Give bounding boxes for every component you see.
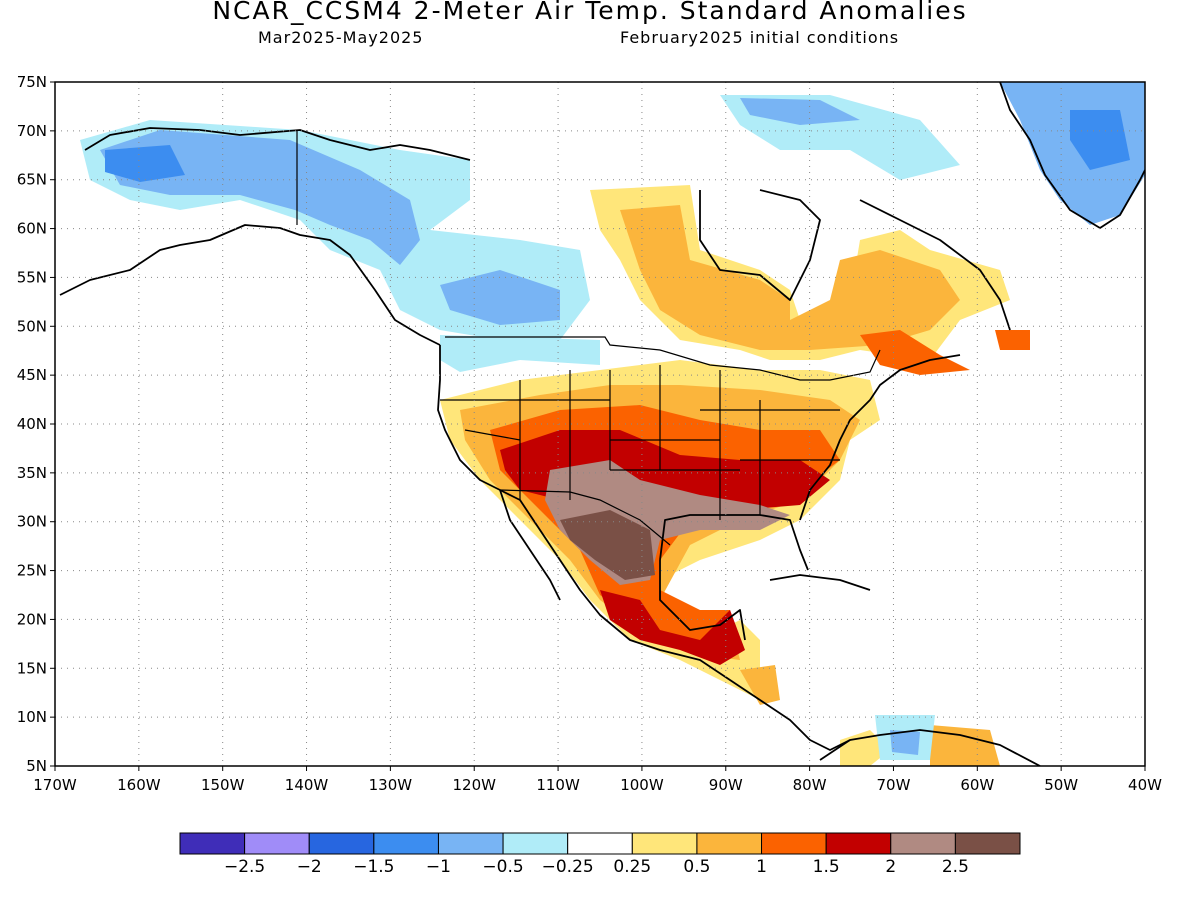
colorbar-label: −2.5 [224, 857, 265, 877]
lon-label: 120W [452, 776, 496, 794]
longitude-labels: 170W 160W 150W 140W 130W 120W 110W 100W 90W 80W 70… [33, 766, 1162, 794]
cool-anomaly-alaska-core [100, 130, 420, 265]
lat-label: 60N [17, 220, 47, 238]
anomaly-shading [80, 82, 1145, 766]
coastline-gulf [659, 514, 809, 571]
colorbar-swatch [179, 832, 246, 855]
colorbar-label: −0.5 [482, 857, 523, 877]
lat-label: 35N [17, 464, 47, 482]
colorbar-label: 2.5 [942, 857, 969, 877]
coastline-baja [499, 489, 561, 601]
lon-label: 160W [117, 776, 161, 794]
lon-label: 80W [793, 776, 827, 794]
cool-anomaly-greenland-core [1070, 110, 1130, 170]
colorbar-swatch [502, 832, 569, 855]
latitude-labels: 75N 70N 65N 60N 55N 50N 45N 40N 35N 30N 25N 20N 15N 1… [17, 73, 55, 775]
lon-label: 130W [369, 776, 413, 794]
colorbar-swatch [825, 832, 892, 855]
warm-anomaly-central-america [740, 665, 780, 705]
lon-label: 100W [620, 776, 664, 794]
lat-label: 15N [17, 659, 47, 677]
colorbar-swatch [308, 832, 375, 855]
lon-label: 90W [709, 776, 743, 794]
colorbar-label: −1 [426, 857, 451, 877]
colorbar-label: −1.5 [353, 857, 394, 877]
colorbar-swatch [890, 832, 956, 855]
lon-label: 60W [960, 776, 994, 794]
lon-label: 140W [285, 776, 329, 794]
coastline-south-america [819, 729, 1041, 766]
colorbar-label: 1 [756, 857, 767, 877]
lat-label: 20N [17, 610, 47, 628]
coastlines [59, 82, 1145, 766]
colorbar-label: 0.5 [683, 857, 710, 877]
colorbar-label: −0.25 [542, 857, 594, 877]
coastline-west-us [437, 345, 851, 751]
lat-lon-grid [55, 82, 1145, 766]
lat-label: 30N [17, 513, 47, 531]
colorbar [179, 832, 1021, 855]
colorbar-label: 0.25 [613, 857, 651, 877]
colorbar-swatch [954, 832, 1021, 855]
coastline-east-us [799, 354, 961, 521]
colorbar-swatch [244, 832, 310, 855]
warm-anomaly-guyana [930, 725, 1000, 766]
cool-anomaly-bc [440, 270, 560, 325]
coastline-alaska [59, 224, 441, 346]
warm-anomaly-mexico-south [600, 590, 745, 665]
state-borders-west [440, 370, 611, 500]
colorbar-label: 2 [885, 857, 896, 877]
lat-label: 25N [17, 562, 47, 580]
colorbar-labels: −2.5 −2 −1.5 −1 −0.5 −0.25 0.25 0.5 1 1.5 2 2.5 [224, 857, 969, 877]
lon-label: 50W [1044, 776, 1078, 794]
coastline-greenland [999, 82, 1145, 229]
lat-label: 65N [17, 171, 47, 189]
lon-label: 170W [33, 776, 77, 794]
coastline-labrador [859, 199, 1011, 331]
coastline-hudson [699, 189, 821, 301]
cool-anomaly-alaska-darkcore [105, 145, 185, 182]
warm-anomaly-canada-core [620, 205, 960, 350]
map-title: NCAR_CCSM4 2-Meter Air Temp. Standard An… [212, 0, 968, 25]
colorbar-swatch [761, 832, 827, 855]
lat-label: 5N [26, 757, 47, 775]
colorbar-swatch [567, 832, 633, 855]
warm-anomaly-maritimes [860, 330, 970, 375]
cool-anomaly-ellesmere [740, 98, 860, 125]
lat-label: 10N [17, 708, 47, 726]
coastline-alaska-north [84, 127, 471, 161]
lat-label: 75N [17, 73, 47, 91]
colorbar-swatch [696, 832, 763, 855]
lat-label: 45N [17, 366, 47, 384]
colorbar-swatch [631, 832, 698, 855]
warm-anomaly-mexico-core [560, 510, 655, 580]
lon-label: 40W [1128, 776, 1162, 794]
colorbar-swatch [373, 832, 439, 855]
cool-anomaly-colombia-core [890, 730, 920, 755]
warm-anomaly-newfoundland [995, 330, 1030, 350]
border-us-mexico [499, 489, 671, 546]
cool-anomaly-pacific-nw [440, 335, 600, 372]
lat-label: 50N [17, 317, 47, 335]
lon-label: 150W [201, 776, 245, 794]
coastline-yucatan [659, 560, 746, 641]
lat-label: 70N [17, 122, 47, 140]
border-canada-us [445, 336, 881, 381]
colorbar-label: 1.5 [813, 857, 840, 877]
state-borders-central [610, 365, 840, 520]
lon-label: 70W [877, 776, 911, 794]
lat-label: 55N [17, 268, 47, 286]
colorbar-label: −2 [297, 857, 322, 877]
coastline-cuba [769, 574, 871, 591]
lon-label: 110W [536, 776, 580, 794]
lat-label: 40N [17, 415, 47, 433]
forecast-period: Mar2025-May2025 [258, 28, 424, 47]
colorbar-swatch [437, 832, 504, 855]
initial-conditions: February2025 initial conditions [620, 28, 900, 47]
